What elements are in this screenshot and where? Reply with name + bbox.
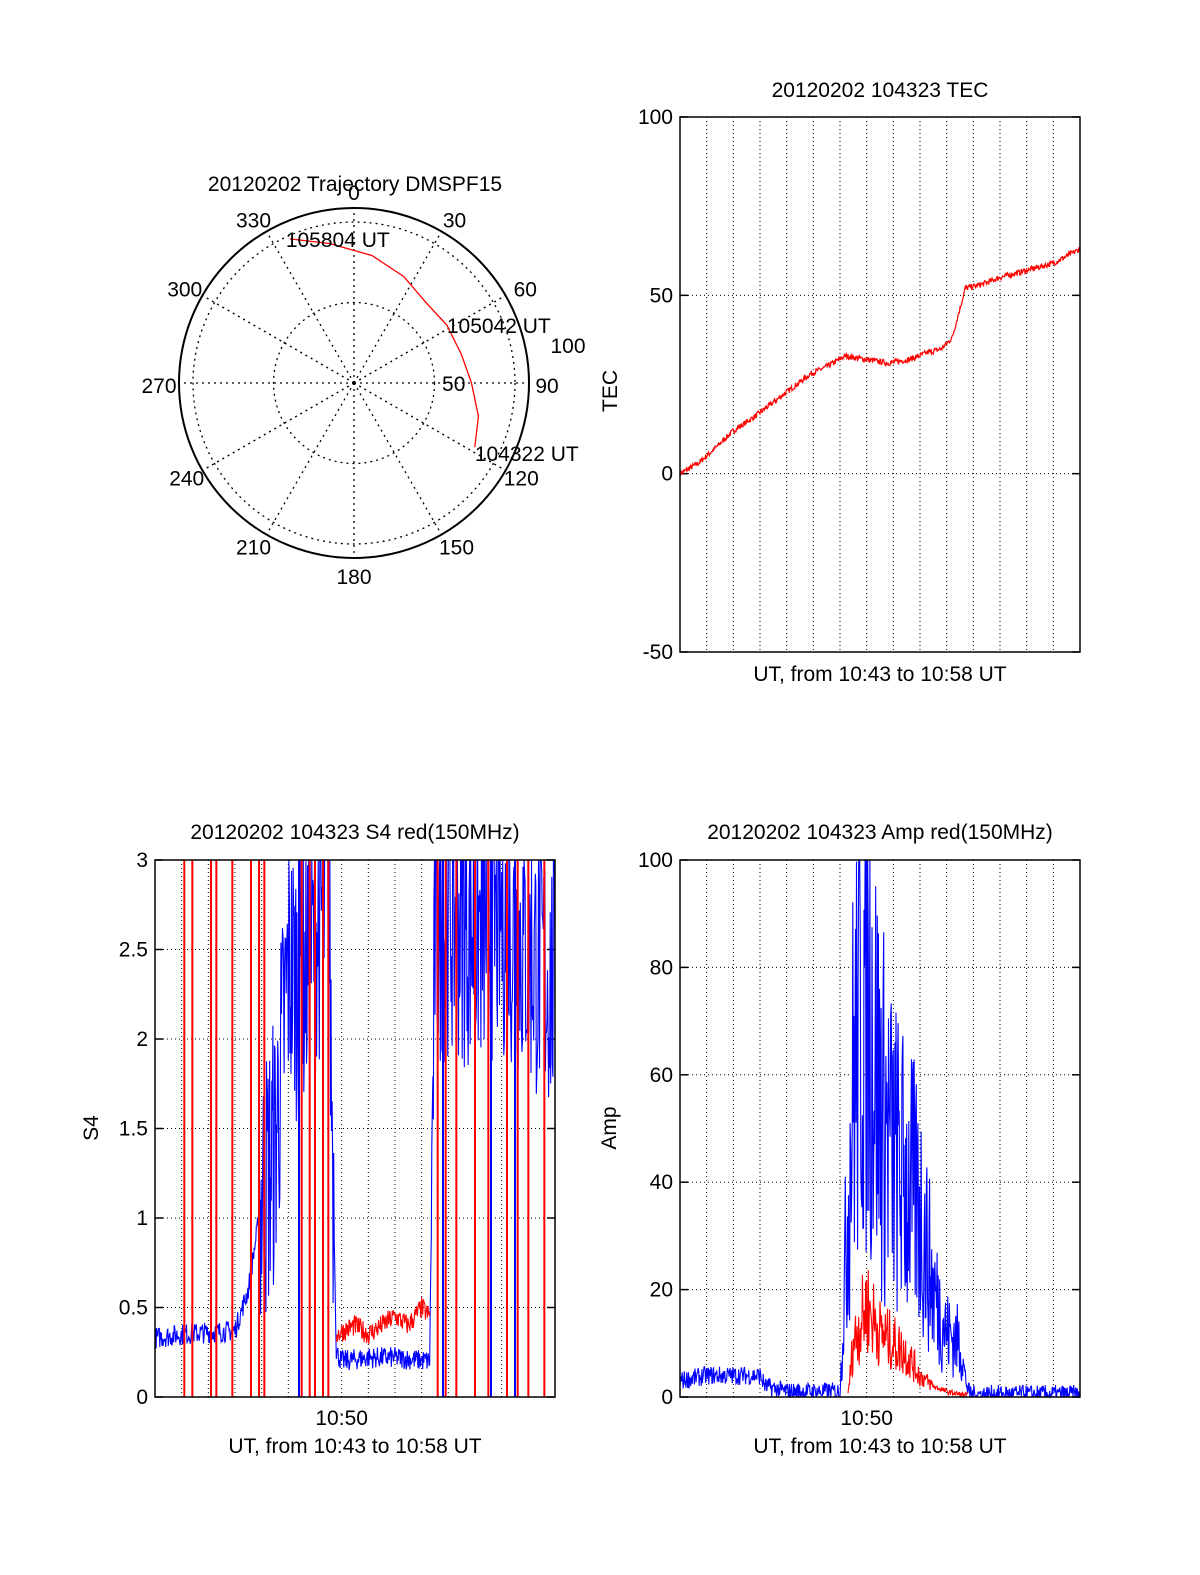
plot-frame	[679, 116, 1081, 653]
y-tick-label: -50	[643, 641, 673, 664]
y-tick-label: 60	[650, 1064, 673, 1087]
y-tick-label: 0	[661, 1386, 673, 1409]
s4-xlabel: UT, from 10:43 to 10:58 UT	[228, 1435, 481, 1458]
polar-time-annotation: 104322 UT	[475, 443, 579, 466]
polar-grid-circle	[272, 301, 436, 465]
y-tick-label: 3	[136, 849, 148, 872]
polar-spoke	[265, 382, 355, 535]
amp-title: 20120202 104323 Amp red(150MHz)	[707, 821, 1053, 844]
polar-azimuth-label: 240	[169, 468, 204, 491]
polar-azimuth-label: 0	[348, 182, 360, 205]
y-tick-label: 2	[136, 1028, 148, 1051]
polar-grid-circle	[192, 221, 516, 545]
polar-trajectory-line	[289, 238, 480, 448]
polar-zenith-label: 100	[550, 335, 585, 358]
polar-time-annotation: 105804 UT	[286, 229, 390, 252]
polar-azimuth-label: 150	[439, 536, 474, 559]
s4-title: 20120202 104323 S4 red(150MHz)	[190, 821, 519, 844]
y-tick-label: 0	[661, 463, 673, 486]
plot-frame	[679, 859, 1081, 1398]
amp-xlabel: UT, from 10:43 to 10:58 UT	[753, 1435, 1006, 1458]
x-tick-label: 10:50	[315, 1407, 368, 1430]
y-tick-label: 80	[650, 956, 673, 979]
y-tick-label: 100	[638, 849, 673, 872]
s4-ylabel: S4	[80, 1115, 103, 1141]
y-tick-label: 100	[638, 106, 673, 129]
polar-spoke	[353, 382, 506, 472]
y-tick-label: 50	[650, 284, 673, 307]
amp-ylabel: Amp	[598, 1106, 621, 1149]
y-tick-label: 1.5	[119, 1118, 148, 1141]
polar-spoke	[265, 231, 355, 384]
polar-spoke	[202, 294, 355, 384]
series-line	[679, 246, 1081, 477]
polar-azimuth-label: 60	[514, 279, 537, 302]
y-tick-label: 0	[136, 1386, 148, 1409]
polar-spoke	[353, 231, 443, 384]
polar-spoke	[353, 294, 506, 384]
plot-frame	[154, 859, 556, 1398]
y-tick-label: 1	[136, 1207, 148, 1230]
polar-spoke	[202, 382, 355, 472]
tec-xlabel: UT, from 10:43 to 10:58 UT	[753, 663, 1006, 686]
y-tick-label: 0.5	[119, 1297, 148, 1320]
polar-zenith-axis-label: TEC	[599, 370, 622, 412]
polar-azimuth-label: 180	[336, 566, 371, 589]
polar-time-annotation: 105042 UT	[447, 315, 551, 338]
tec-chart: 20120202 104323 TEC UT, from 10:43 to 10…	[638, 79, 1081, 686]
y-tick-label: 2.5	[119, 939, 148, 962]
polar-azimuth-label: 210	[236, 536, 271, 559]
polar-zenith-label: 50	[442, 373, 465, 396]
y-tick-label: 40	[650, 1171, 673, 1194]
polar-trajectory-chart: 20120202 Trajectory DMSPF15 0 30 60 90 120 15…	[141, 173, 622, 589]
polar-azimuth-label: 330	[236, 210, 271, 233]
polar-azimuth-label: 300	[167, 279, 202, 302]
polar-azimuth-label: 90	[535, 375, 558, 398]
polar-title: 20120202 Trajectory DMSPF15	[208, 173, 502, 196]
tec-title: 20120202 104323 TEC	[772, 79, 989, 102]
series-line	[154, 859, 556, 1371]
polar-azimuth-label: 30	[443, 210, 466, 233]
series-line	[847, 1270, 968, 1399]
polar-azimuth-label: 120	[504, 468, 539, 491]
series-line	[335, 1297, 431, 1344]
s4-chart: 20120202 104323 S4 red(150MHz) UT, from …	[80, 821, 556, 1458]
polar-azimuth-label: 270	[141, 375, 176, 398]
y-tick-label: 20	[650, 1279, 673, 1302]
amp-chart: 20120202 104323 Amp red(150MHz) UT, from…	[598, 821, 1081, 1458]
x-tick-label: 10:50	[840, 1407, 893, 1430]
polar-spoke	[353, 382, 443, 535]
series-line	[679, 859, 1081, 1399]
